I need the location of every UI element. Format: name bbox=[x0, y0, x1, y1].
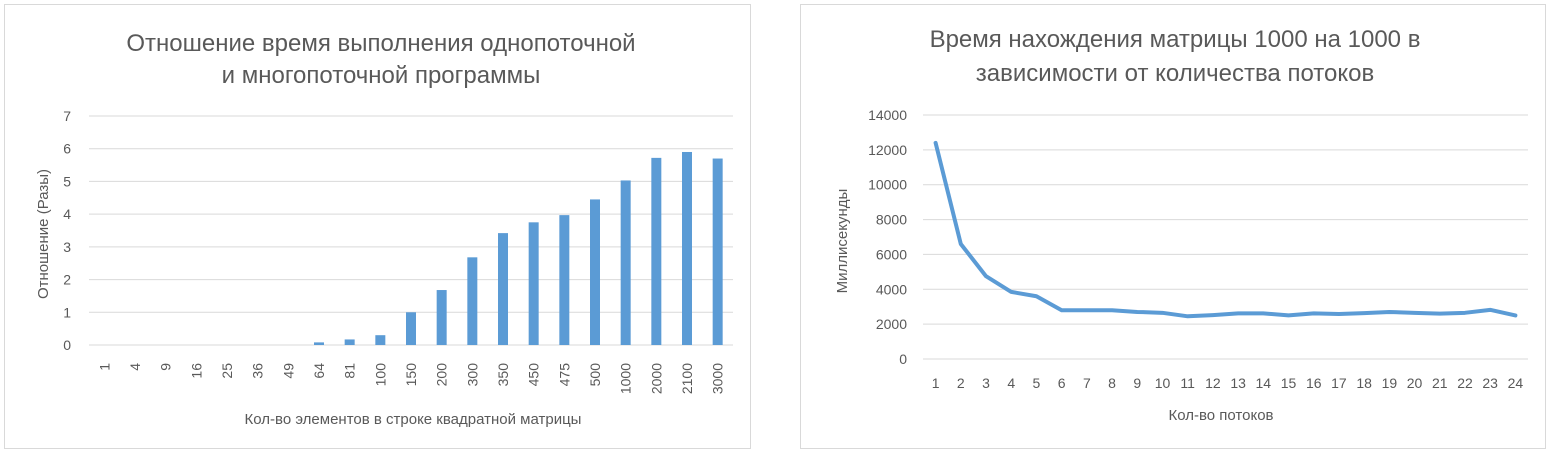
y-axis-label: Отношение (Разы) bbox=[35, 169, 52, 299]
x-tick-label: 500 bbox=[587, 363, 603, 387]
x-tick-label: 64 bbox=[311, 363, 327, 379]
x-tick-label: 12 bbox=[1205, 375, 1221, 391]
chart-panel-threads: Время нахождения матрицы 1000 на 1000 в … bbox=[800, 4, 1546, 449]
chart-title-line-1: Отношение время выполнения однопоточной bbox=[126, 30, 635, 57]
y-tick-label: 6 bbox=[63, 141, 71, 157]
x-tick-label: 4 bbox=[1007, 375, 1015, 391]
bar bbox=[590, 199, 600, 345]
x-tick-label: 22 bbox=[1457, 375, 1473, 391]
y-tick-label: 1 bbox=[63, 304, 71, 320]
y-tick-label: 3 bbox=[63, 239, 71, 255]
x-tick-label: 10 bbox=[1155, 375, 1171, 391]
x-tick-label: 16 bbox=[1306, 375, 1322, 391]
x-tick-label: 21 bbox=[1432, 375, 1448, 391]
x-tick-label: 23 bbox=[1482, 375, 1498, 391]
bar bbox=[436, 290, 447, 345]
series-line bbox=[933, 140, 1518, 319]
y-tick-label: 0 bbox=[899, 351, 907, 367]
x-tick-label: 350 bbox=[495, 363, 511, 387]
x-tick-label: 49 bbox=[280, 363, 296, 379]
ratio-bar-chart: Отношение время выполнения однопоточной … bbox=[35, 30, 733, 428]
y-tick-label: 12000 bbox=[868, 142, 907, 158]
x-axis-label: Кол-во потоков bbox=[1168, 407, 1273, 424]
x-tick-label: 6 bbox=[1058, 375, 1066, 391]
y-tick-label: 0 bbox=[63, 337, 71, 353]
x-tick-label: 25 bbox=[219, 363, 235, 379]
bar bbox=[559, 215, 570, 345]
threads-line-chart: Время нахождения матрицы 1000 на 1000 в … bbox=[834, 26, 1528, 424]
x-tick-label: 2100 bbox=[679, 363, 695, 394]
x-tick-label: 2 bbox=[957, 375, 965, 391]
x-tick-label: 475 bbox=[556, 363, 572, 387]
x-tick-label: 15 bbox=[1281, 375, 1297, 391]
x-tick-label: 8 bbox=[1108, 375, 1116, 391]
x-tick-label: 2000 bbox=[648, 363, 664, 394]
y-tick-label: 2000 bbox=[876, 316, 907, 332]
y-tick-label: 7 bbox=[63, 108, 71, 124]
x-tick-label: 1 bbox=[932, 375, 940, 391]
x-tick-label: 9 bbox=[1133, 375, 1141, 391]
x-tick-label: 100 bbox=[372, 363, 388, 387]
x-tick-label: 1 bbox=[96, 363, 112, 371]
x-tick-label: 300 bbox=[464, 363, 480, 387]
x-axis-label: Кол-во элементов в строке квадратной мат… bbox=[245, 411, 582, 428]
y-tick-label: 4 bbox=[63, 206, 71, 222]
y-tick-label: 8000 bbox=[876, 212, 907, 228]
x-tick-label: 5 bbox=[1033, 375, 1041, 391]
y-tick-label: 2 bbox=[63, 272, 71, 288]
x-tick-label: 81 bbox=[342, 363, 358, 379]
chart-title-line-1: Время нахождения матрицы 1000 на 1000 в bbox=[930, 26, 1421, 53]
x-tick-label: 3000 bbox=[710, 363, 726, 394]
x-tick-label: 200 bbox=[434, 363, 450, 387]
x-tick-label: 20 bbox=[1407, 375, 1423, 391]
x-tick-label: 17 bbox=[1331, 375, 1347, 391]
chart-title-line-2: и многопоточной программы bbox=[222, 62, 541, 89]
y-tick-label: 10000 bbox=[868, 177, 907, 193]
x-tick-label: 450 bbox=[526, 363, 542, 387]
x-tick-label: 16 bbox=[188, 363, 204, 379]
x-tick-label: 36 bbox=[250, 363, 266, 379]
x-tick-label: 19 bbox=[1382, 375, 1398, 391]
x-tick-label: 11 bbox=[1180, 375, 1195, 391]
bar bbox=[344, 339, 355, 345]
bar bbox=[651, 157, 662, 345]
bar bbox=[467, 257, 478, 345]
x-tick-label: 7 bbox=[1083, 375, 1091, 391]
y-tick-label: 5 bbox=[63, 173, 71, 189]
y-tick-label: 4000 bbox=[876, 281, 907, 297]
bar bbox=[528, 222, 539, 345]
x-tick-label: 18 bbox=[1356, 375, 1372, 391]
x-tick-label: 9 bbox=[158, 363, 174, 371]
x-tick-label: 24 bbox=[1508, 375, 1524, 391]
y-tick-label: 6000 bbox=[876, 246, 907, 262]
x-tick-label: 13 bbox=[1230, 375, 1246, 391]
x-tick-label: 3 bbox=[982, 375, 990, 391]
bar bbox=[314, 342, 324, 345]
bar bbox=[375, 335, 386, 345]
x-tick-label: 150 bbox=[403, 363, 419, 387]
y-axis-label: Миллисекунды bbox=[834, 189, 851, 294]
bar bbox=[498, 233, 508, 345]
bar bbox=[406, 312, 416, 345]
chart-title-line-2: зависимости от количества потоков bbox=[976, 60, 1374, 87]
bar bbox=[682, 151, 692, 345]
y-tick-label: 14000 bbox=[868, 107, 907, 123]
x-tick-label: 4 bbox=[127, 363, 143, 371]
x-tick-label: 14 bbox=[1256, 375, 1272, 391]
bar bbox=[620, 180, 631, 345]
bar bbox=[712, 158, 723, 345]
x-tick-label: 1000 bbox=[618, 363, 634, 394]
chart-panel-ratio: Отношение время выполнения однопоточной … bbox=[4, 4, 751, 449]
